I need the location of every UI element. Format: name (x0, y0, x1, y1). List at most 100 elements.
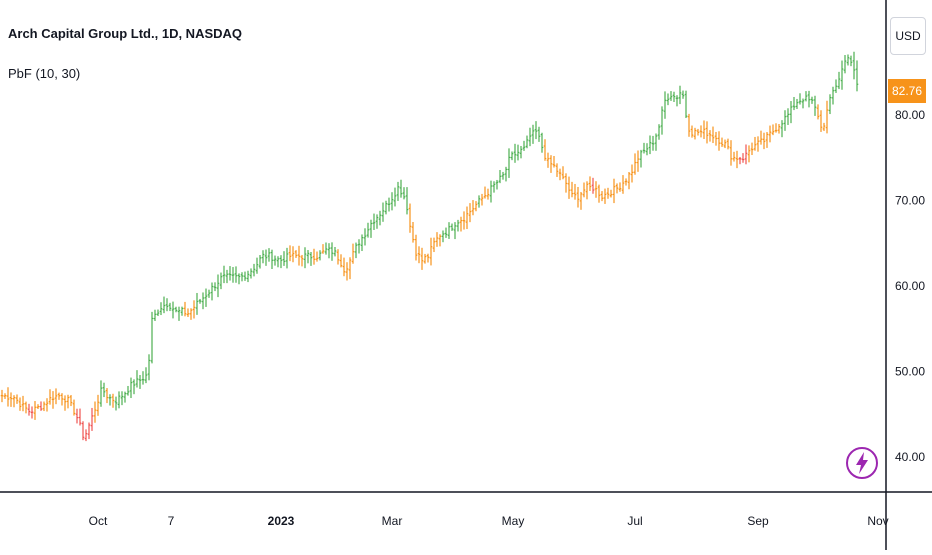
ohlc-bar (150, 311, 154, 364)
ohlc-bar (132, 379, 136, 395)
ohlc-bar (123, 391, 127, 403)
ohlc-bar (249, 268, 253, 279)
ohlc-bar (783, 110, 787, 131)
ohlc-bar (225, 269, 229, 284)
time-axis-labels[interactable]: Oct 7 2023 Mar May Jul Sep Nov (89, 514, 889, 528)
ohlc-bar (102, 382, 106, 398)
ohlc-bar (261, 250, 265, 264)
ohlc-bar (228, 266, 232, 281)
ohlc-bar (222, 265, 226, 284)
ohlc-bar (435, 232, 439, 247)
ohlc-bar (96, 394, 100, 416)
time-tick-label: 7 (168, 514, 175, 528)
ohlc-bar (81, 421, 85, 441)
ohlc-bar (111, 393, 115, 408)
ohlc-bar (849, 55, 853, 67)
ohlc-bar (414, 234, 418, 261)
ohlc-bar (462, 211, 466, 230)
ohlc-bar (834, 79, 838, 93)
price-axis-labels[interactable]: 40.00 50.00 60.00 70.00 80.00 (895, 108, 925, 464)
ohlc-bar (198, 298, 202, 304)
ohlc-bar (57, 392, 61, 400)
ohlc-bar (24, 401, 28, 414)
ohlc-bar (396, 181, 400, 201)
symbol-title[interactable]: Arch Capital Group Ltd., 1D, NASDAQ (8, 26, 243, 41)
ohlc-bar (333, 246, 337, 257)
ohlc-bar (810, 96, 814, 104)
ohlc-bar (144, 367, 148, 384)
ohlc-bar (606, 187, 610, 199)
ohlc-bar (756, 136, 760, 152)
ohlc-bar (636, 150, 640, 172)
ohlc-bar (285, 247, 289, 269)
ohlc-bar (402, 187, 406, 200)
ohlc-bar (663, 91, 667, 119)
ohlc-bar (618, 182, 622, 192)
ohlc-bar (564, 173, 568, 193)
ohlc-bar (678, 85, 682, 105)
time-tick-label: Mar (382, 514, 403, 528)
ohlc-bar (552, 155, 556, 168)
ohlc-bar (633, 153, 637, 175)
ohlc-bar (546, 152, 550, 168)
ohlc-bar (153, 309, 157, 322)
ohlc-bar (648, 135, 652, 155)
ohlc-bar (444, 227, 448, 238)
ohlc-bar (831, 86, 835, 105)
ohlc-bar (447, 222, 451, 239)
ohlc-bar (438, 234, 442, 247)
ohlc-bar (162, 296, 166, 314)
ohlc-bar (288, 245, 292, 262)
ohlc-bar (87, 422, 91, 440)
ohlc-bar (771, 124, 775, 136)
ohlc-bar (702, 120, 706, 140)
lightning-bolt-icon[interactable] (845, 446, 879, 480)
ohlc-bar (6, 387, 10, 407)
price-tick-label: 40.00 (895, 450, 925, 464)
ohlc-bar (276, 256, 280, 268)
ohlc-bar (411, 222, 415, 243)
ohlc-bar (351, 243, 355, 264)
ohlc-bar (465, 206, 469, 230)
ohlc-bar (282, 251, 286, 266)
ohlc-bar (537, 126, 541, 142)
ohlc-bar (495, 179, 499, 190)
ohlc-bar (30, 406, 34, 419)
ohlc-bar (726, 138, 730, 150)
ohlc-bar (324, 242, 328, 255)
ohlc-bar (450, 223, 454, 231)
ohlc-bar (492, 181, 496, 193)
currency-button[interactable]: USD (890, 17, 926, 55)
ohlc-bar (774, 123, 778, 133)
ohlc-bar (420, 247, 424, 270)
ohlc-bar (66, 394, 70, 409)
ohlc-bar (378, 210, 382, 226)
ohlc-bar (690, 125, 694, 138)
ohlc-bar (168, 302, 172, 312)
ohlc-bar (45, 398, 49, 412)
ohlc-bar (42, 401, 46, 412)
ohlc-bar (480, 193, 484, 206)
price-tick-label: 50.00 (895, 365, 925, 379)
ohlc-bar (321, 244, 325, 254)
ohlc-bar (822, 122, 826, 131)
ohlc-bar (555, 163, 559, 177)
ohlc-bar (486, 188, 490, 200)
indicator-label[interactable]: PbF (10, 30) (8, 66, 81, 81)
ohlc-bar (255, 257, 259, 274)
ohlc-bar (138, 375, 142, 389)
ohlc-bar (51, 391, 55, 409)
ohlc-bar (252, 263, 256, 277)
ohlc-bar (159, 302, 163, 316)
ohlc-bar (582, 182, 586, 198)
ohlc-bar (852, 51, 856, 80)
ohlc-bar (273, 255, 277, 266)
ohlc-bar (186, 308, 190, 317)
ohlc-bar (804, 91, 808, 102)
ohlc-bar (579, 191, 583, 210)
ohlc-bar (498, 170, 502, 184)
ohlc-bar (417, 246, 421, 264)
ohlc-bar (747, 145, 751, 163)
